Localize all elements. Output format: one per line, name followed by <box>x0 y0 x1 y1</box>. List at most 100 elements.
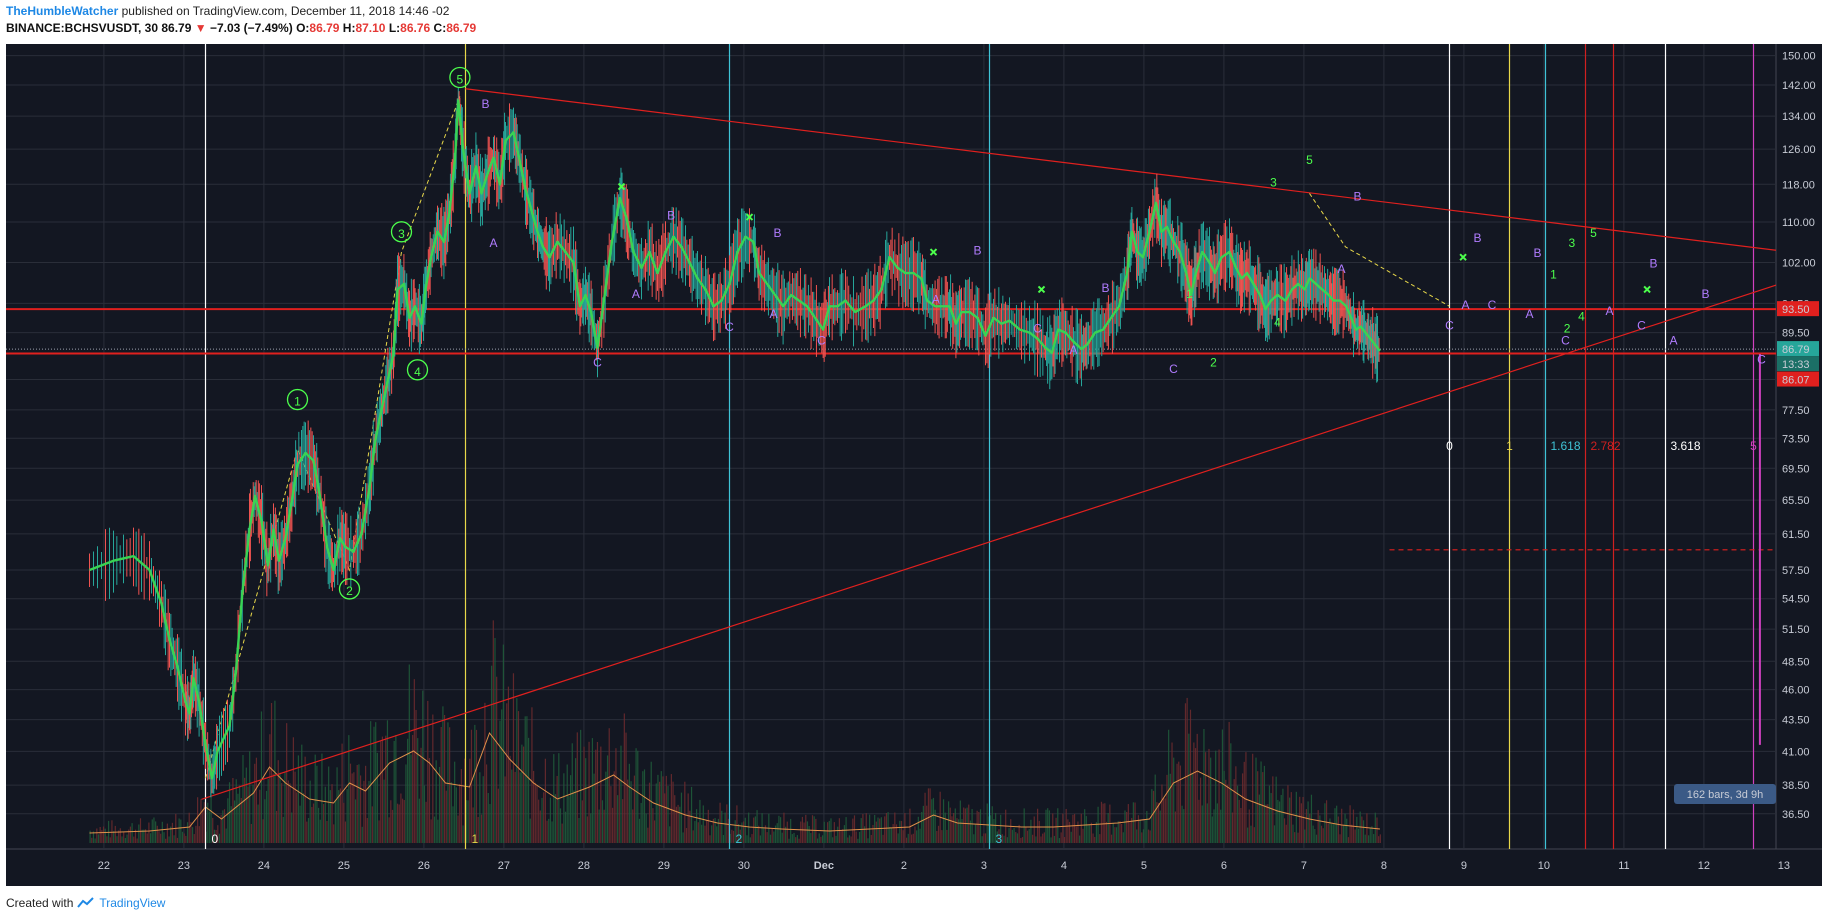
abc-label: A <box>1461 298 1469 312</box>
volume-bar <box>981 836 983 843</box>
volume-bar <box>188 812 190 843</box>
volume-bar <box>685 828 688 843</box>
volume-bar <box>517 711 520 843</box>
x-tick-label: 3 <box>981 860 987 872</box>
volume-bar <box>272 773 274 843</box>
abc-label: C <box>593 356 602 370</box>
volume-bar <box>1282 788 1284 843</box>
volume-bar <box>230 806 232 843</box>
volume-bar <box>581 800 583 843</box>
wave-label: 4 <box>1274 316 1281 330</box>
volume-bar <box>321 753 323 843</box>
volume-bar <box>1037 808 1039 843</box>
abc-label: A <box>489 236 497 250</box>
volume-bar <box>1280 794 1282 843</box>
volume-bar <box>1189 709 1192 843</box>
volume-bar <box>892 824 894 843</box>
volume-bar <box>1270 793 1272 843</box>
volume-bar <box>480 814 483 843</box>
wave-label: 2 <box>1210 356 1217 370</box>
volume-bar <box>652 808 654 843</box>
volume-bar <box>1331 823 1333 843</box>
volume-bar <box>197 797 199 843</box>
volume-bar <box>1063 837 1066 843</box>
volume-bar <box>1236 785 1239 843</box>
volume-bar <box>732 830 735 843</box>
volume-bar <box>1367 835 1370 843</box>
volume-bar <box>840 830 842 843</box>
volume-bar <box>580 729 582 843</box>
volume-bar <box>281 783 283 843</box>
volume-bar <box>1085 816 1087 843</box>
volume-bar <box>370 721 372 843</box>
volume-bar <box>289 783 291 843</box>
author-link[interactable]: TheHumbleWatcher <box>6 4 119 18</box>
volume-bar <box>860 818 862 843</box>
volume-bar <box>783 812 785 843</box>
abc-label: A <box>1069 343 1077 357</box>
volume-bar <box>942 799 945 843</box>
volume-bar <box>832 837 834 843</box>
volume-bar <box>1205 752 1207 843</box>
volume-bar <box>548 818 550 843</box>
volume-bar <box>1080 813 1082 843</box>
volume-bar <box>1179 765 1182 843</box>
volume-bar <box>825 831 827 843</box>
x-marker-icon <box>929 248 938 256</box>
wave-label: 1 <box>1186 287 1193 301</box>
price-scale-panel <box>1776 44 1822 849</box>
volume-bar <box>371 806 373 843</box>
volume-bar <box>410 754 412 843</box>
volume-bar <box>1290 792 1292 843</box>
volume-bar <box>984 833 987 843</box>
abc-label: B <box>1533 246 1541 260</box>
volume-bar <box>921 812 923 843</box>
volume-bar <box>160 833 162 843</box>
volume-bar <box>1186 697 1188 843</box>
volume-bar <box>763 827 765 843</box>
volume-bar <box>91 837 93 843</box>
x-tick-label: 24 <box>258 860 270 872</box>
volume-bar <box>240 797 242 843</box>
volume-bar <box>1028 829 1030 843</box>
change-value: −7.03 (−7.49%) <box>209 21 293 35</box>
volume-bar <box>751 834 753 843</box>
volume-bar <box>776 823 778 843</box>
volume-bar <box>408 664 410 843</box>
abc-label: A <box>932 292 940 306</box>
price-chart[interactable]: 123453512431245BAABCCABCABCABCCABABCABCA… <box>6 44 1822 886</box>
volume-bar <box>1132 802 1134 843</box>
volume-bar <box>311 806 313 843</box>
volume-bar <box>684 781 686 843</box>
volume-bar <box>469 758 471 843</box>
close-label: C: <box>433 21 447 35</box>
volume-bar <box>847 837 849 843</box>
volume-bar <box>717 818 720 843</box>
volume-bar <box>575 758 577 843</box>
volume-bar <box>727 818 730 843</box>
volume-bar <box>1241 773 1244 843</box>
fib-time-index-label: 1 <box>472 832 479 846</box>
volume-bar <box>1112 823 1114 843</box>
volume-bar <box>1378 836 1380 843</box>
volume-bar <box>475 729 478 843</box>
volume-bar <box>375 722 377 843</box>
y-axis: 36.50 38.50 41.00 43.50 46.00 48.50 51.50 54.50… <box>1782 51 1816 821</box>
volume-bar <box>1341 808 1343 843</box>
volume-bar <box>378 820 380 843</box>
volume-bar <box>926 805 928 843</box>
volume-bar <box>1342 825 1344 843</box>
volume-bar <box>806 821 809 843</box>
volume-bar <box>437 819 439 843</box>
volume-bar <box>566 764 568 843</box>
volume-bar <box>183 833 185 843</box>
volume-bar <box>138 824 140 843</box>
y-tick-label: 110.00 <box>1782 217 1815 229</box>
volume-bar <box>674 795 676 843</box>
volume-bar <box>536 785 538 843</box>
plot-area: 123453512431245BAABCCABCABCABCCABABCABCA… <box>6 44 1776 849</box>
circled-wave-label: 2 <box>346 584 353 598</box>
low-label: L: <box>388 21 401 35</box>
x-tick-label: 28 <box>578 860 590 872</box>
tradingview-link[interactable]: TradingView <box>99 896 166 910</box>
